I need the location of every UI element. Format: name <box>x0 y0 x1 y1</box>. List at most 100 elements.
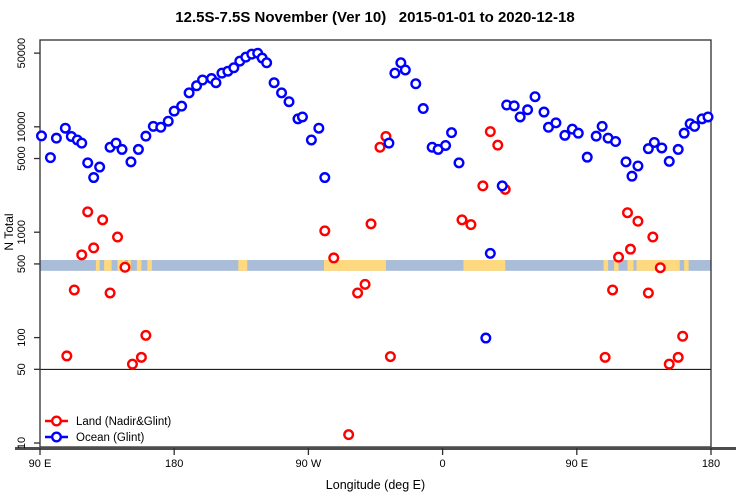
ocean-data-point <box>550 117 562 129</box>
x-tick-label: 90 W <box>296 458 322 470</box>
land-data-point <box>88 242 100 254</box>
land-strip-segment <box>614 259 619 271</box>
x-tick-label: 90 E <box>565 458 588 470</box>
legend-circle-marker <box>51 415 63 427</box>
chart-title: 12.5S-7.5S November (Ver 10) 2015-01-01 … <box>175 9 575 26</box>
ocean-data-point <box>632 160 644 172</box>
land-data-point <box>465 219 477 231</box>
land-data-point <box>647 231 659 243</box>
ocean-data-point <box>689 120 701 132</box>
ocean-data-point <box>383 137 395 149</box>
ocean-data-point <box>480 332 492 344</box>
land-data-point <box>112 231 124 243</box>
ocean-data-point <box>94 161 106 173</box>
land-data-point <box>384 351 396 363</box>
ocean-data-point <box>319 172 331 184</box>
y-tick-label: 10 <box>16 437 28 449</box>
legend-label: Ocean (Glint) <box>76 432 145 444</box>
land-data-point <box>663 358 675 370</box>
land-data-point <box>135 351 147 363</box>
ocean-data-point <box>183 87 195 99</box>
ocean-data-point <box>76 137 88 149</box>
y-tick-label: 50 <box>16 363 28 375</box>
ocean-data-point <box>82 157 94 169</box>
ocean-data-point <box>276 87 288 99</box>
land-data-point <box>352 287 364 299</box>
plot-box <box>39 39 712 448</box>
ocean-data-point <box>496 180 508 192</box>
ocean-data-point <box>132 143 144 155</box>
ocean-data-point <box>626 170 638 182</box>
land-data-point <box>68 284 80 296</box>
ocean-data-point <box>305 134 317 146</box>
ocean-data-point <box>283 96 295 108</box>
ocean-data-point <box>522 104 534 116</box>
ocean-data-point <box>529 91 541 103</box>
ocean-data-point <box>590 130 602 142</box>
land-data-point <box>104 287 116 299</box>
ocean-data-point <box>155 121 167 133</box>
ocean-data-point <box>514 111 526 123</box>
y-tick-label: 50000 <box>16 38 28 69</box>
ocean-data-point <box>446 127 458 139</box>
land-data-point <box>613 251 625 263</box>
land-data-point <box>365 218 377 230</box>
ocean-data-point <box>50 132 62 144</box>
ocean-data-point <box>210 77 222 89</box>
land-data-point <box>61 350 73 362</box>
land-data-point <box>82 206 94 218</box>
ocean-data-point <box>389 67 401 79</box>
ocean-data-point <box>596 120 608 132</box>
land-data-point <box>456 214 468 226</box>
ocean-data-point <box>296 111 308 123</box>
land-data-point <box>654 262 666 274</box>
y-axis-title: N Total <box>2 213 16 250</box>
ocean-data-point <box>228 62 240 74</box>
ocean-data-point <box>116 143 128 155</box>
ocean-data-point <box>35 130 47 142</box>
ocean-data-point <box>672 143 684 155</box>
land-data-point <box>621 207 633 219</box>
land-data-point <box>477 180 489 192</box>
ocean-data-point <box>508 100 520 112</box>
land-strip-segment <box>684 259 689 271</box>
land-strip-segment <box>104 259 112 271</box>
land-data-point <box>642 287 654 299</box>
ocean-data-point <box>162 115 174 127</box>
land-data-point <box>359 278 371 290</box>
ocean-data-point <box>656 142 668 154</box>
ocean-data-point <box>538 106 550 118</box>
ocean-data-point <box>44 152 56 164</box>
ocean-data-point <box>484 247 496 259</box>
land-data-point <box>492 139 504 151</box>
x-tick-label: 180 <box>702 458 720 470</box>
x-axis-title: Longitude (deg E) <box>326 478 425 492</box>
ocean-data-point <box>702 111 714 123</box>
ocean-data-point <box>197 74 209 86</box>
ocean-data-point <box>261 57 273 69</box>
land-strip-segment <box>627 259 634 271</box>
ocean-data-point <box>410 78 422 90</box>
land-strip-segment <box>324 259 386 271</box>
ocean-data-point <box>581 151 593 163</box>
land-data-point <box>76 249 88 261</box>
ocean-data-point <box>168 105 180 117</box>
ocean-data-point <box>125 156 137 168</box>
ocean-data-point <box>88 172 100 184</box>
land-data-point <box>328 252 340 264</box>
ocean-data-point <box>417 103 429 115</box>
land-data-point <box>677 330 689 342</box>
ocean-data-point <box>176 100 188 112</box>
ocean-data-point <box>572 127 584 139</box>
land-data-point <box>343 429 355 441</box>
land-data-point <box>126 358 138 370</box>
ocean-data-point <box>678 127 690 139</box>
ocean-data-point <box>453 157 465 169</box>
ocean-data-point <box>663 155 675 167</box>
land-strip-segment <box>147 259 152 271</box>
legend-label: Land (Nadir&Glint) <box>76 416 171 428</box>
land-data-point <box>319 225 331 237</box>
land-data-point <box>119 261 131 273</box>
